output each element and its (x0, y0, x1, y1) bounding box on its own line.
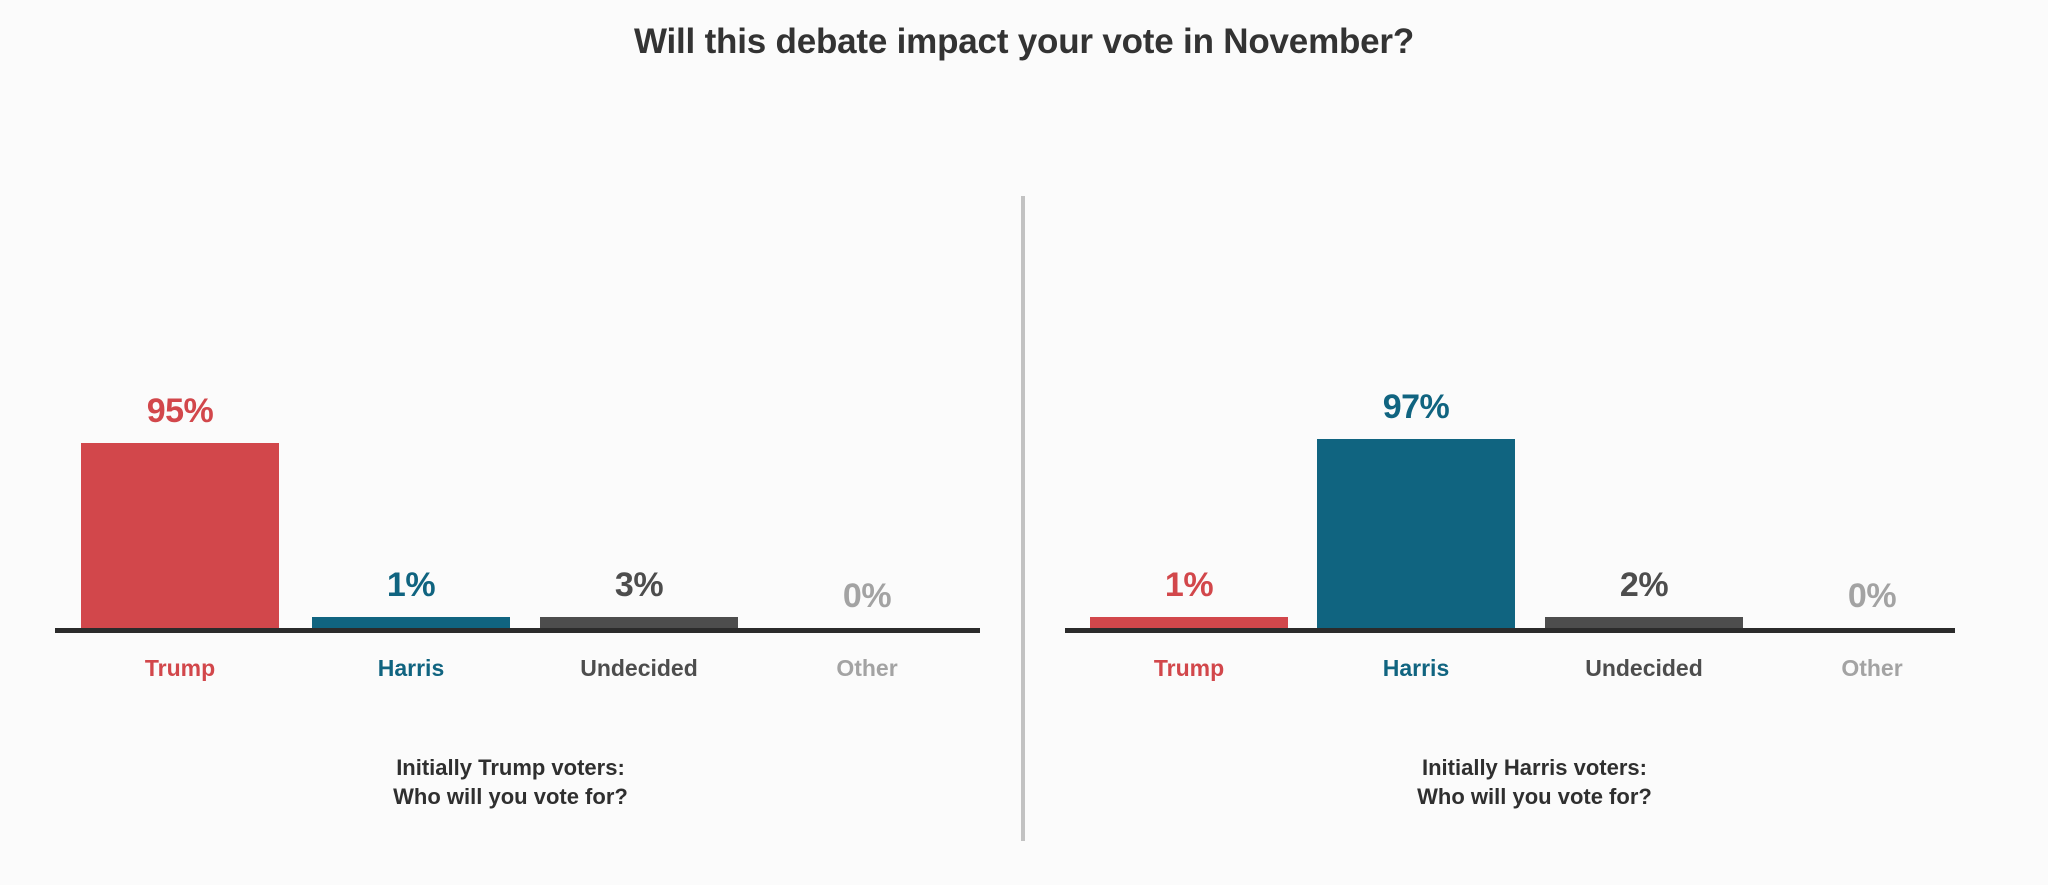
plot-area-right: 1% Trump 97% Harris 2% Undecided 0% Othe… (1021, 0, 2048, 885)
bar-value-trump: 95% (146, 391, 214, 430)
bar-group-harris[interactable]: 97% Harris (1317, 0, 1515, 885)
bar-group-undecided[interactable]: 2% Undecided (1545, 0, 1743, 885)
bar-group-other[interactable]: 0% Other (1773, 0, 1971, 885)
panel-caption-harris: Initially Harris voters: Who will you vo… (1021, 753, 2048, 811)
panel-initially-trump-voters: 95% Trump 1% Harris 3% Undecided 0% Othe… (0, 0, 1021, 885)
bar-label-undecided: Undecided (580, 655, 698, 681)
bar-group-trump[interactable]: 95% Trump (81, 0, 279, 885)
bar-value-other: 0% (1847, 577, 1897, 615)
bar-value-undecided: 3% (614, 566, 664, 604)
bar-undecided[interactable] (540, 617, 738, 628)
panel-caption-trump: Initially Trump voters: Who will you vot… (0, 753, 1021, 811)
axis-baseline (55, 628, 980, 633)
bar-harris[interactable] (312, 617, 510, 628)
bar-value-undecided: 2% (1619, 566, 1669, 604)
bar-undecided[interactable] (1545, 617, 1743, 628)
bar-label-harris: Harris (1382, 655, 1450, 681)
page-title: Will this debate impact your vote in Nov… (633, 22, 1415, 61)
bar-trump[interactable] (81, 442, 279, 628)
panel-caption-line1: Initially Trump voters: (396, 755, 625, 780)
bar-label-trump: Trump (1153, 655, 1225, 681)
bar-harris[interactable] (1317, 438, 1515, 628)
bar-group-undecided[interactable]: 3% Undecided (540, 0, 738, 885)
bar-value-harris: 97% (1382, 387, 1450, 426)
panel-divider (1021, 196, 1025, 841)
axis-baseline (1065, 628, 1955, 633)
bar-label-trump: Trump (144, 655, 216, 681)
bar-label-harris: Harris (377, 655, 445, 681)
panel-caption-line2: Who will you vote for? (1417, 784, 1652, 809)
panel-initially-harris-voters: 1% Trump 97% Harris 2% Undecided 0% Othe… (1021, 0, 2048, 885)
bar-value-other: 0% (842, 577, 892, 615)
bar-group-harris[interactable]: 1% Harris (312, 0, 510, 885)
bar-value-trump: 1% (1164, 566, 1214, 604)
panel-caption-line1: Initially Harris voters: (1422, 755, 1647, 780)
bar-label-other: Other (836, 655, 898, 681)
bar-value-harris: 1% (386, 566, 436, 604)
bar-group-other[interactable]: 0% Other (768, 0, 966, 885)
bar-group-trump[interactable]: 1% Trump (1090, 0, 1288, 885)
plot-area-left: 95% Trump 1% Harris 3% Undecided 0% Othe… (0, 0, 1021, 885)
bar-trump[interactable] (1090, 617, 1288, 628)
bar-label-other: Other (1841, 655, 1903, 681)
panel-caption-line2: Who will you vote for? (393, 784, 628, 809)
bar-label-undecided: Undecided (1585, 655, 1703, 681)
